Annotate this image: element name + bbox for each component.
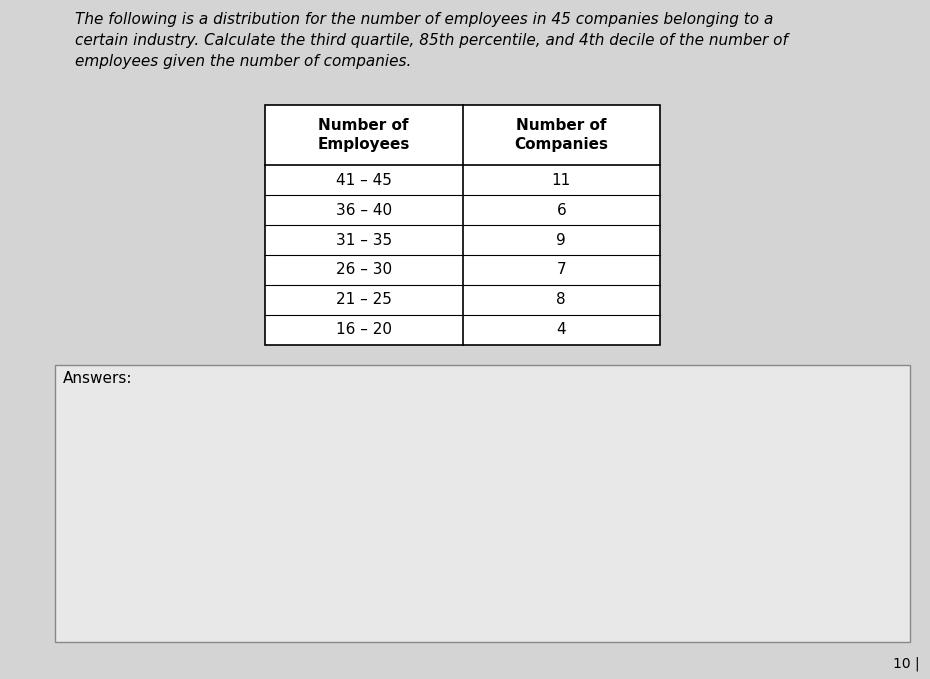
- Text: 21 – 25: 21 – 25: [336, 293, 392, 308]
- Text: 4: 4: [556, 323, 566, 337]
- Text: 26 – 30: 26 – 30: [336, 263, 392, 278]
- Bar: [55, 365, 910, 642]
- Text: 16 – 20: 16 – 20: [336, 323, 392, 337]
- Bar: [265, 105, 660, 345]
- Bar: [265, 105, 660, 345]
- Text: Number of
Companies: Number of Companies: [514, 118, 608, 152]
- Text: 10 |: 10 |: [894, 657, 920, 671]
- Text: Number of
Employees: Number of Employees: [317, 118, 410, 152]
- Text: 6: 6: [556, 202, 566, 217]
- Text: 31 – 35: 31 – 35: [336, 232, 392, 248]
- Text: Answers:: Answers:: [63, 371, 132, 386]
- Text: 36 – 40: 36 – 40: [336, 202, 392, 217]
- Text: The following is a distribution for the number of employees in 45 companies belo: The following is a distribution for the …: [75, 12, 788, 69]
- Text: 8: 8: [556, 293, 566, 308]
- Text: 7: 7: [556, 263, 566, 278]
- Text: 11: 11: [551, 172, 571, 187]
- Text: 41 – 45: 41 – 45: [336, 172, 392, 187]
- Text: 9: 9: [556, 232, 566, 248]
